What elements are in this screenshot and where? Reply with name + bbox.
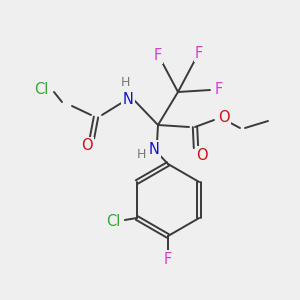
Text: H: H: [120, 76, 130, 88]
Text: N: N: [123, 92, 134, 106]
Text: F: F: [154, 47, 162, 62]
Text: N: N: [148, 142, 159, 157]
Text: Cl: Cl: [34, 82, 48, 97]
Text: H: H: [136, 148, 146, 160]
Text: O: O: [196, 148, 208, 163]
Text: F: F: [164, 251, 172, 266]
Text: F: F: [195, 46, 203, 61]
Text: O: O: [218, 110, 230, 125]
Text: F: F: [215, 82, 223, 97]
Text: O: O: [81, 139, 93, 154]
Text: Cl: Cl: [106, 214, 120, 230]
